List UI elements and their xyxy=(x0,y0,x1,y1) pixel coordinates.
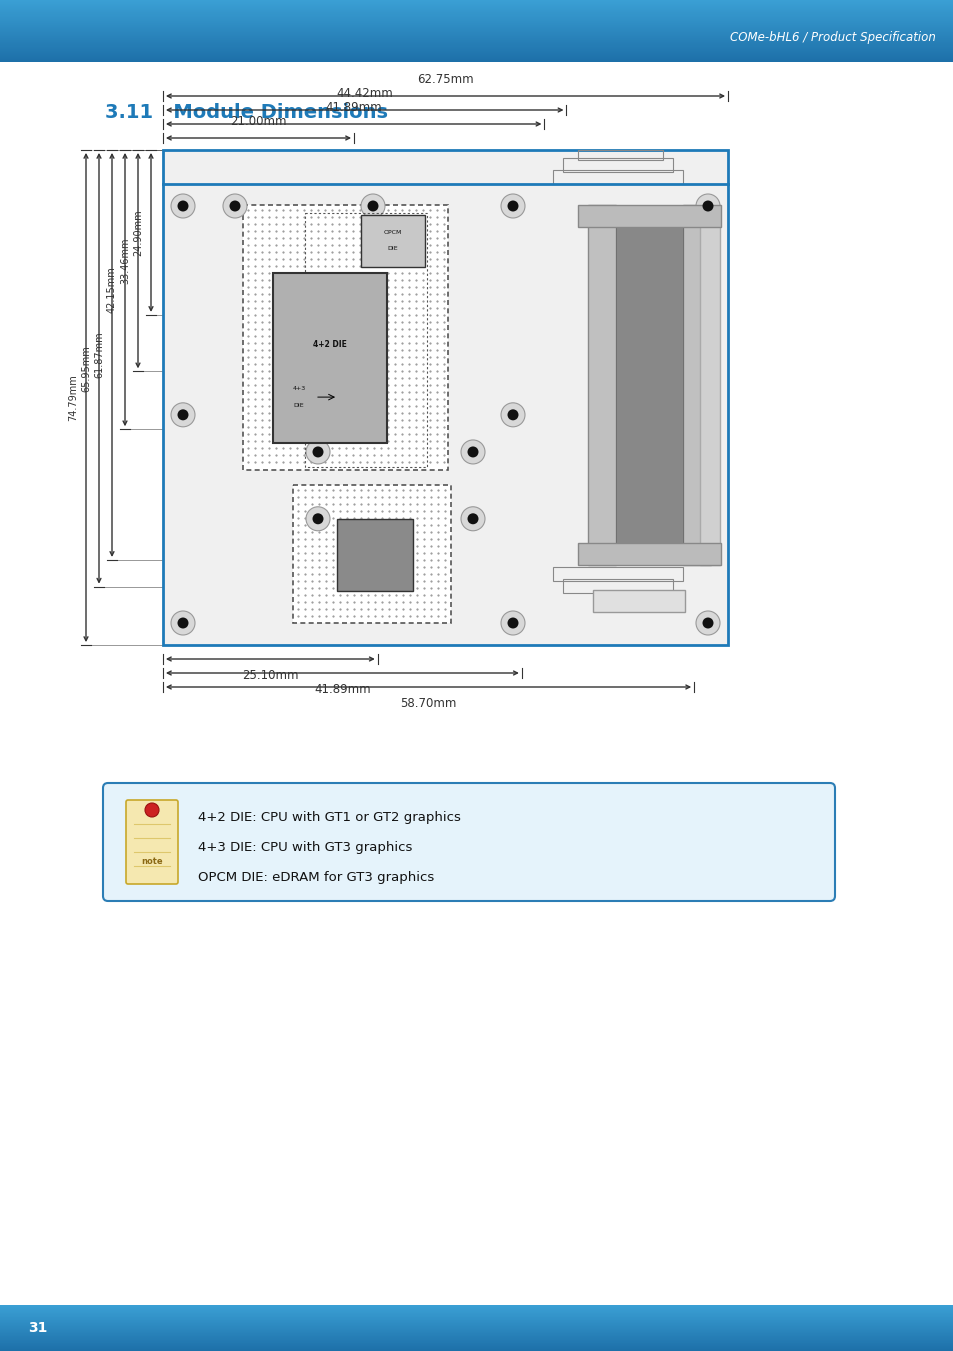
Text: 33.46mm: 33.46mm xyxy=(120,238,130,284)
Bar xyxy=(305,213,427,467)
Bar xyxy=(700,205,720,565)
Text: 44.42mm: 44.42mm xyxy=(336,86,393,100)
Circle shape xyxy=(230,200,240,212)
Circle shape xyxy=(696,195,720,218)
Text: DIE: DIE xyxy=(293,403,303,408)
Circle shape xyxy=(177,617,189,628)
Circle shape xyxy=(696,611,720,635)
Text: DIE: DIE xyxy=(387,246,398,251)
Bar xyxy=(593,590,684,612)
Text: 65.95mm: 65.95mm xyxy=(81,345,91,392)
Circle shape xyxy=(177,200,189,212)
Text: 4mm: 4mm xyxy=(175,154,186,181)
Circle shape xyxy=(460,507,484,531)
Text: 74.79mm: 74.79mm xyxy=(68,374,78,422)
Bar xyxy=(553,567,682,581)
Text: note: note xyxy=(141,858,163,866)
Bar xyxy=(682,205,710,565)
Circle shape xyxy=(500,195,524,218)
Text: 4+2 DIE: 4+2 DIE xyxy=(313,340,347,349)
Text: 61.87mm: 61.87mm xyxy=(94,331,104,378)
Text: 3.11   Module Dimensions: 3.11 Module Dimensions xyxy=(105,103,388,122)
Circle shape xyxy=(360,195,385,218)
FancyBboxPatch shape xyxy=(103,784,834,901)
Text: 41.89mm: 41.89mm xyxy=(325,101,381,113)
Bar xyxy=(163,150,727,644)
Bar xyxy=(562,580,672,593)
Circle shape xyxy=(500,403,524,427)
Text: 31: 31 xyxy=(28,1321,48,1335)
Circle shape xyxy=(306,440,330,463)
Text: 4+2 DIE: CPU with GT1 or GT2 graphics: 4+2 DIE: CPU with GT1 or GT2 graphics xyxy=(198,812,460,824)
Text: 21.00mm: 21.00mm xyxy=(230,115,287,128)
Bar xyxy=(553,170,682,184)
Bar xyxy=(243,205,448,470)
Bar xyxy=(293,485,451,623)
Circle shape xyxy=(467,446,478,458)
Bar xyxy=(273,273,387,443)
Bar xyxy=(587,205,616,565)
Circle shape xyxy=(367,200,378,212)
Text: 58.70mm: 58.70mm xyxy=(400,697,456,711)
Circle shape xyxy=(306,507,330,531)
Text: COMe-bHL6 / Product Specification: COMe-bHL6 / Product Specification xyxy=(729,31,935,45)
Circle shape xyxy=(145,802,159,817)
Bar xyxy=(336,519,413,590)
Circle shape xyxy=(507,409,518,420)
Circle shape xyxy=(313,446,323,458)
Text: 4+3 DIE: CPU with GT3 graphics: 4+3 DIE: CPU with GT3 graphics xyxy=(198,842,412,854)
Circle shape xyxy=(507,200,518,212)
Text: 4+3: 4+3 xyxy=(293,386,306,390)
Circle shape xyxy=(171,611,194,635)
Text: 41.89mm: 41.89mm xyxy=(314,684,371,696)
Text: 42.15mm: 42.15mm xyxy=(107,266,117,313)
Circle shape xyxy=(171,195,194,218)
Text: 62.75mm: 62.75mm xyxy=(416,73,474,86)
Bar xyxy=(562,158,672,172)
Bar xyxy=(578,543,720,565)
FancyBboxPatch shape xyxy=(126,800,178,884)
Circle shape xyxy=(701,617,713,628)
Circle shape xyxy=(507,617,518,628)
Circle shape xyxy=(460,440,484,463)
Circle shape xyxy=(467,513,478,524)
Circle shape xyxy=(500,611,524,635)
Bar xyxy=(360,215,424,267)
Bar xyxy=(616,220,682,550)
Circle shape xyxy=(701,200,713,212)
Text: OPCM: OPCM xyxy=(383,231,402,235)
Text: 24.90mm: 24.90mm xyxy=(132,209,143,255)
Bar xyxy=(578,205,720,227)
Circle shape xyxy=(171,403,194,427)
Text: 25.10mm: 25.10mm xyxy=(242,669,298,682)
Circle shape xyxy=(223,195,247,218)
Text: OPCM DIE: eDRAM for GT3 graphics: OPCM DIE: eDRAM for GT3 graphics xyxy=(198,871,434,885)
Circle shape xyxy=(313,513,323,524)
Circle shape xyxy=(177,409,189,420)
Bar xyxy=(578,150,662,159)
